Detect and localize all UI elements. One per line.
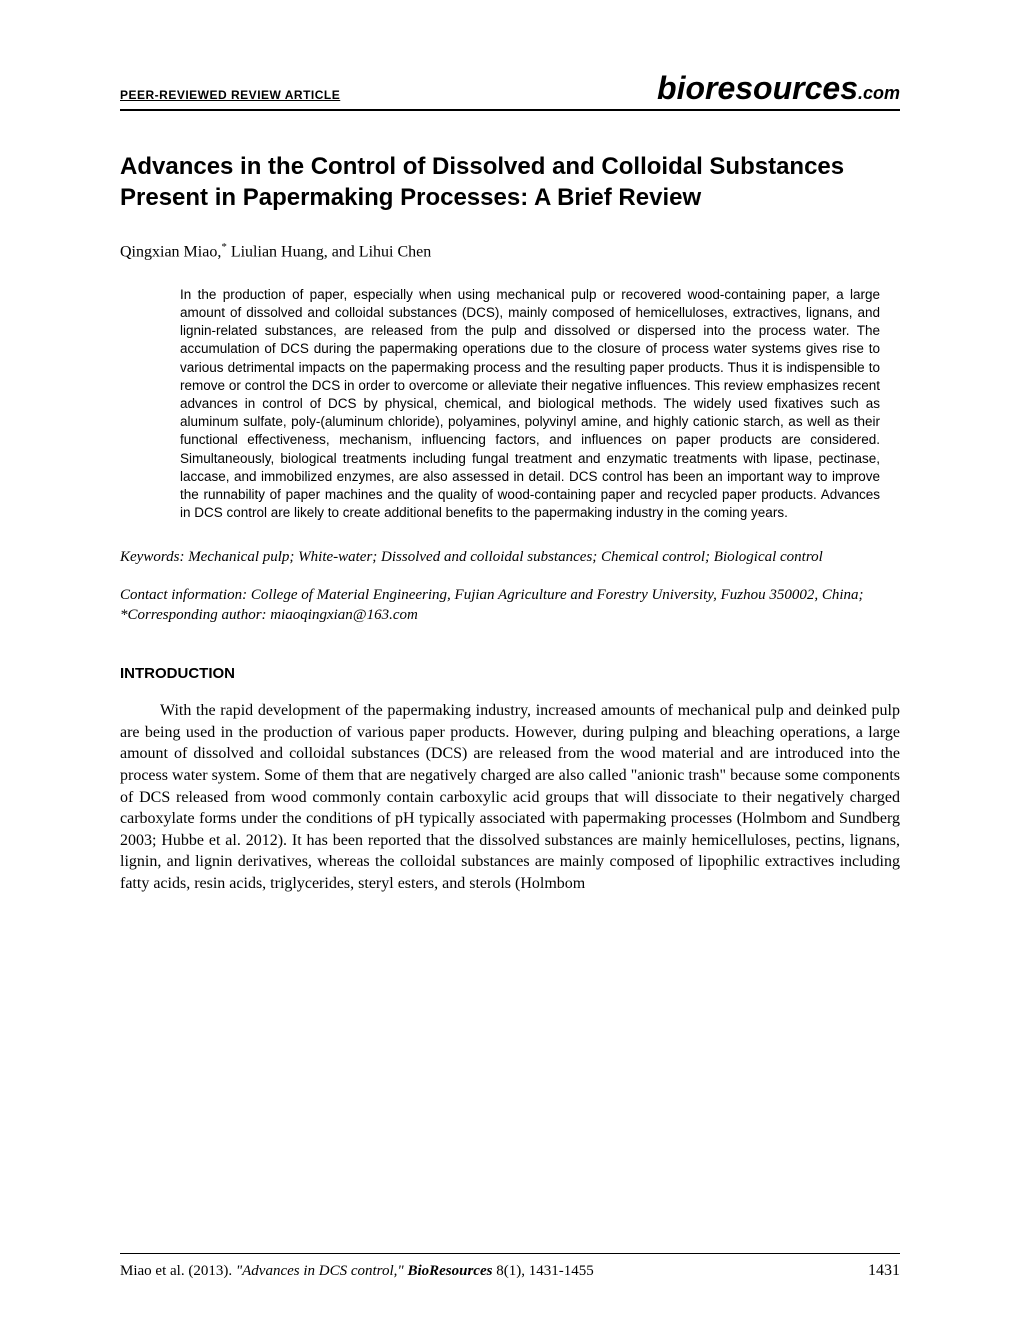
- authors: Qingxian Miao,* Liulian Huang, and Lihui…: [120, 241, 900, 261]
- footer-journal: BioResources: [407, 1263, 492, 1279]
- footer-authors: Miao et al.: [120, 1263, 185, 1279]
- introduction-paragraph: With the rapid development of the paperm…: [120, 700, 900, 894]
- section-heading-introduction: INTRODUCTION: [120, 665, 900, 682]
- journal-suffix: .com: [858, 83, 900, 103]
- journal-name: bioresources.com: [657, 70, 900, 107]
- contact-info: Contact information: College of Material…: [120, 585, 900, 626]
- keywords: Keywords: Mechanical pulp; White-water; …: [120, 547, 900, 567]
- journal-main: bioresources: [657, 70, 858, 106]
- article-title: Advances in the Control of Dissolved and…: [120, 151, 900, 213]
- footer-year: (2013).: [188, 1263, 232, 1279]
- peer-reviewed-label: PEER-REVIEWED REVIEW ARTICLE: [120, 88, 340, 102]
- page-footer: Miao et al. (2013). "Advances in DCS con…: [120, 1253, 900, 1280]
- footer-issue: 8(1), 1431-1455: [496, 1263, 594, 1279]
- page-header: PEER-REVIEWED REVIEW ARTICLE bioresource…: [120, 70, 900, 111]
- footer-page-number: 1431: [868, 1262, 900, 1280]
- footer-title: "Advances in DCS control,": [236, 1263, 404, 1279]
- footer-citation: Miao et al. (2013). "Advances in DCS con…: [120, 1263, 594, 1280]
- abstract: In the production of paper, especially w…: [180, 286, 880, 523]
